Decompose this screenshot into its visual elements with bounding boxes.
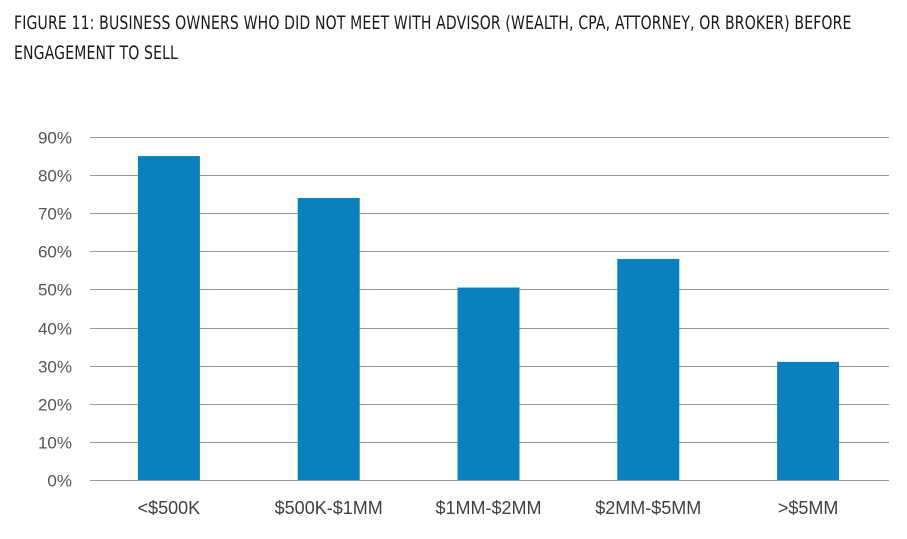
y-tick-label: 80% bbox=[38, 167, 72, 186]
x-tick-label: $1MM-$2MM bbox=[435, 498, 541, 518]
x-tick-label: <$500K bbox=[138, 498, 201, 518]
y-tick-label: 40% bbox=[38, 320, 72, 339]
bar bbox=[137, 156, 200, 481]
chart-title: Figure 11: Business owners who did not m… bbox=[14, 12, 852, 64]
x-tick-label: >$5MM bbox=[778, 498, 839, 518]
y-tick-label: 70% bbox=[38, 205, 72, 224]
x-tick-label: $2MM-$5MM bbox=[595, 498, 701, 518]
bars bbox=[137, 156, 840, 481]
bar bbox=[297, 197, 360, 480]
bar bbox=[777, 361, 840, 480]
y-tick-label: 0% bbox=[47, 472, 72, 491]
y-tick-label: 50% bbox=[38, 281, 72, 300]
y-tick-label: 90% bbox=[38, 129, 72, 148]
bar bbox=[617, 258, 680, 480]
gridlines bbox=[90, 137, 889, 481]
y-tick-label: 60% bbox=[38, 243, 72, 262]
y-axis-ticks: 0% 10% 20% 30% 40% 50% 60% 70% 80% 90% bbox=[38, 129, 72, 491]
y-tick-label: 10% bbox=[38, 434, 72, 453]
x-axis-labels: <$500K $500K-$1MM $1MM-$2MM $2MM-$5MM >$5MM bbox=[138, 498, 839, 518]
y-tick-label: 20% bbox=[38, 396, 72, 415]
bar bbox=[457, 287, 520, 480]
x-tick-label: $500K-$1MM bbox=[275, 498, 383, 518]
y-tick-label: 30% bbox=[38, 358, 72, 377]
